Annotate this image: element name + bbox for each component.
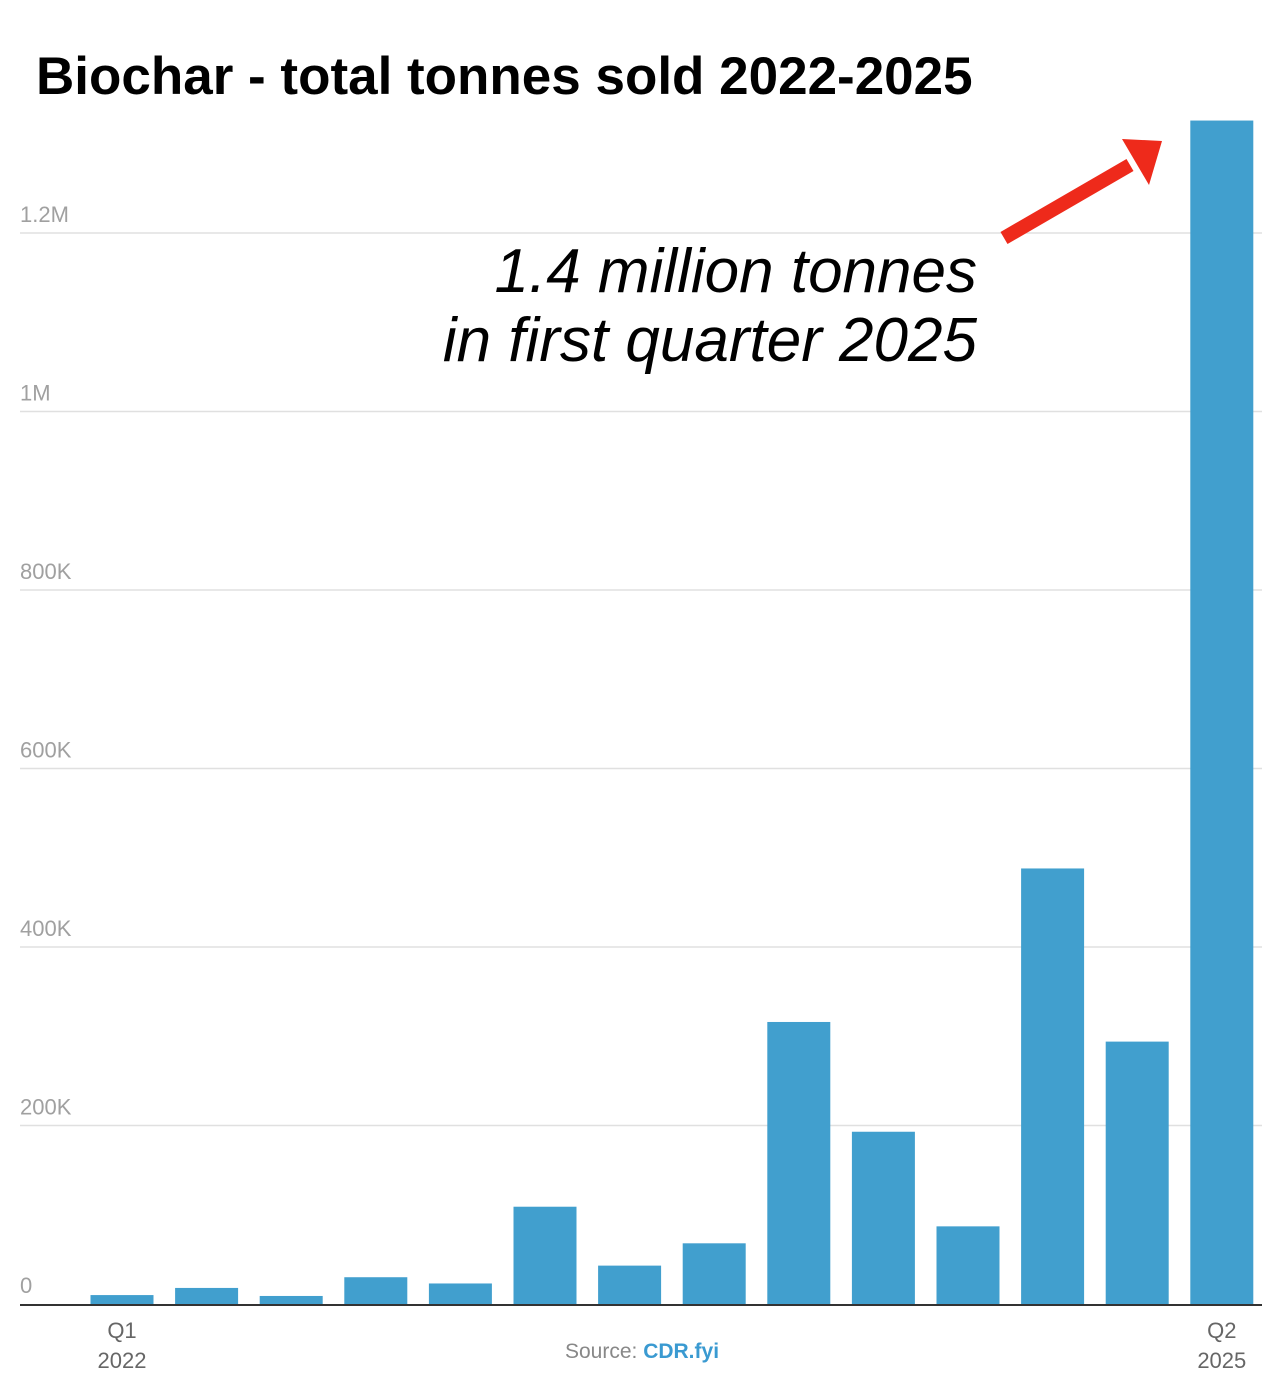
bars xyxy=(90,120,1254,1304)
annotation-line-2: in first quarter 2025 xyxy=(443,306,978,375)
bar xyxy=(175,1287,239,1304)
x-tick-label: Q1 xyxy=(107,1318,136,1343)
gridlines xyxy=(20,232,1262,1127)
y-tick-label: 400K xyxy=(20,916,72,941)
x-tick-label: Q2 xyxy=(1207,1318,1236,1343)
source-note: Source: CDR.fyi xyxy=(0,1340,1284,1364)
bar xyxy=(936,1226,1000,1304)
x-tick-label: 2025 xyxy=(1197,1348,1246,1373)
axes: 0 200K 400K 600K 800K 1M 1.2M Q1 2022 Q2 2025 xyxy=(20,202,1262,1373)
chart-title: Biochar - total tonnes sold 2022-2025 xyxy=(36,47,973,106)
bar xyxy=(851,1131,915,1304)
bar xyxy=(259,1295,323,1304)
y-tick-label: 200K xyxy=(20,1095,72,1120)
bar xyxy=(1190,120,1254,1304)
bar xyxy=(344,1277,408,1304)
source-prefix: Source: xyxy=(564,1340,644,1363)
bar xyxy=(767,1021,831,1304)
bar xyxy=(598,1265,662,1304)
y-tick-label: 800K xyxy=(20,559,72,584)
x-tick-label: 2022 xyxy=(98,1348,147,1373)
y-tick-label: 0 xyxy=(20,1273,32,1298)
annotation-line-1: 1.4 million tonnes xyxy=(495,237,978,306)
bar xyxy=(428,1283,492,1304)
bar xyxy=(90,1295,154,1304)
bar xyxy=(1021,868,1085,1304)
annotation: 1.4 million tonnes in first quarter 2025 xyxy=(443,139,1162,375)
arrow-icon xyxy=(1000,139,1162,245)
bar xyxy=(513,1206,577,1304)
bar xyxy=(1105,1041,1169,1304)
y-tick-label: 1M xyxy=(20,381,51,406)
bar xyxy=(682,1243,746,1304)
y-tick-label: 1.2M xyxy=(20,202,69,227)
source-link[interactable]: CDR.fyi xyxy=(643,1340,720,1363)
y-tick-label: 600K xyxy=(20,738,72,763)
